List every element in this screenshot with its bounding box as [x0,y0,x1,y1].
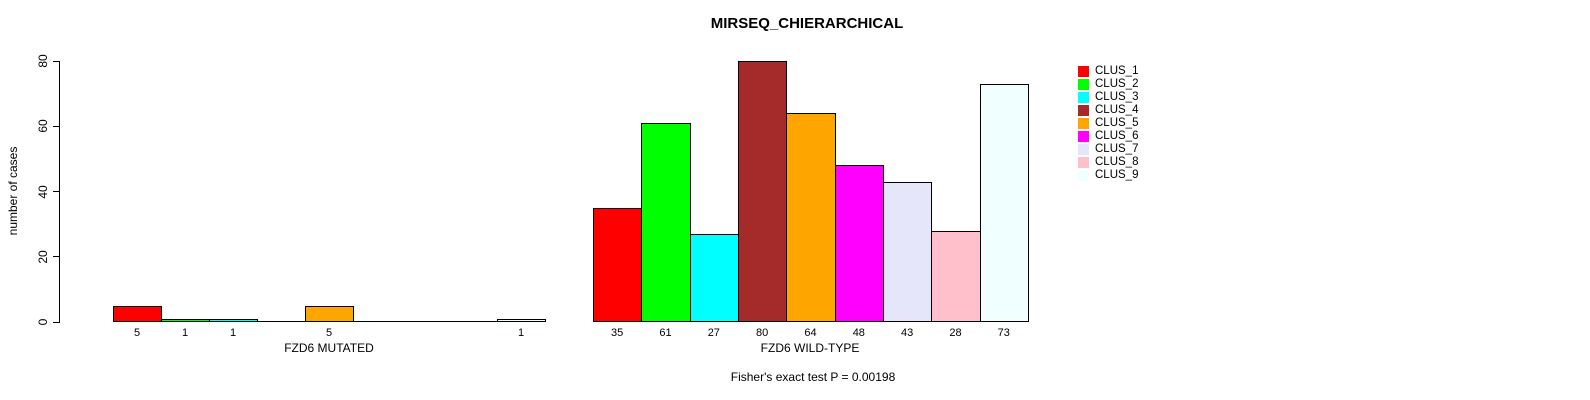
bar-fzd6-mutated-clus-2 [161,319,210,322]
y-axis-tick-label: 60 [36,119,50,133]
legend-label-clus-1: CLUS_1 [1095,65,1139,77]
y-axis-tick [53,321,59,323]
y-axis-tick-label: 0 [36,318,50,326]
chart-title: MIRSEQ_CHIERARCHICAL [710,15,904,32]
bar-value-label: 73 [997,327,1010,339]
legend-label-clus-9: CLUS_9 [1095,169,1139,181]
y-axis-label: number of cases [6,146,20,236]
bar-fzd6-mutated-clus-8-zero [449,321,498,322]
bar-value-label: 35 [611,327,624,339]
bar-value-label: 5 [325,327,333,339]
bar-fzd6-wild-type-clus-7 [882,182,933,322]
bar-value-label: 48 [852,327,865,339]
legend-label-clus-6: CLUS_6 [1095,130,1139,142]
bar-value-label: 64 [804,327,817,339]
legend-swatch-clus-8 [1078,157,1089,168]
y-axis-tick [53,256,59,258]
legend-swatch-clus-1 [1078,66,1089,77]
bar-value-label: 5 [133,327,141,339]
bar-fzd6-mutated-clus-5 [305,306,354,322]
x-axis-label-mutated: FZD6 MUTATED [284,341,374,355]
bar-fzd6-wild-type-clus-9 [979,84,1029,322]
bar-fzd6-mutated-clus-4-zero [257,321,306,322]
legend-swatch-clus-2 [1078,79,1089,90]
y-axis-tick [53,60,59,62]
bar-value-label: 80 [756,327,769,339]
y-axis-tick-label: 40 [36,184,50,199]
bar-fzd6-mutated-clus-3 [209,319,258,322]
y-axis-tick [53,191,59,192]
bar-value-label: 61 [659,327,672,339]
legend-label-clus-7: CLUS_7 [1095,143,1139,155]
legend-swatch-clus-4 [1078,105,1089,116]
bar-fzd6-mutated-clus-1 [113,306,162,322]
legend-swatch-clus-6 [1078,131,1089,142]
bar-fzd6-wild-type-clus-5 [786,113,836,322]
y-axis-line [59,61,60,323]
bar-fzd6-mutated-clus-9 [497,319,546,322]
x-axis-label-wild-type: FZD6 WILD-TYPE [760,341,860,355]
y-axis-tick-label: 20 [36,250,50,264]
bar-fzd6-wild-type-clus-3 [689,234,739,322]
legend-swatch-clus-3 [1078,92,1089,103]
bar-value-label: 1 [181,327,189,339]
legend-swatch-clus-9 [1078,170,1089,181]
bar-value-label: 43 [901,327,914,339]
fisher-test-annotation: Fisher's exact test P = 0.00198 [730,370,896,384]
bar-value-label: 1 [517,327,525,339]
bar-fzd6-wild-type-clus-4 [737,61,788,322]
bar-fzd6-mutated-clus-7-zero [401,321,450,322]
legend-label-clus-2: CLUS_2 [1095,78,1139,90]
legend-label-clus-3: CLUS_3 [1095,91,1139,103]
bar-fzd6-wild-type-clus-6 [834,165,884,322]
legend-swatch-clus-7 [1078,144,1089,155]
legend-swatch-clus-5 [1078,118,1089,129]
bar-fzd6-wild-type-clus-8 [931,231,981,322]
y-axis-tick [53,125,59,127]
legend-label-clus-5: CLUS_5 [1095,117,1139,129]
y-axis-tick-label: 80 [36,54,50,68]
legend-label-clus-8: CLUS_8 [1095,156,1139,168]
bar-fzd6-mutated-clus-6-zero [353,321,402,322]
bar-fzd6-wild-type-clus-2 [641,123,691,322]
bar-value-label: 28 [949,327,962,339]
bar-value-label: 27 [707,327,720,339]
bar-fzd6-wild-type-clus-1 [593,208,643,322]
bar-value-label: 1 [229,327,237,339]
legend-label-clus-4: CLUS_4 [1095,104,1139,116]
